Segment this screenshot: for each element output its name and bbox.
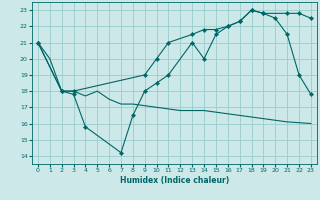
X-axis label: Humidex (Indice chaleur): Humidex (Indice chaleur) [120, 176, 229, 185]
